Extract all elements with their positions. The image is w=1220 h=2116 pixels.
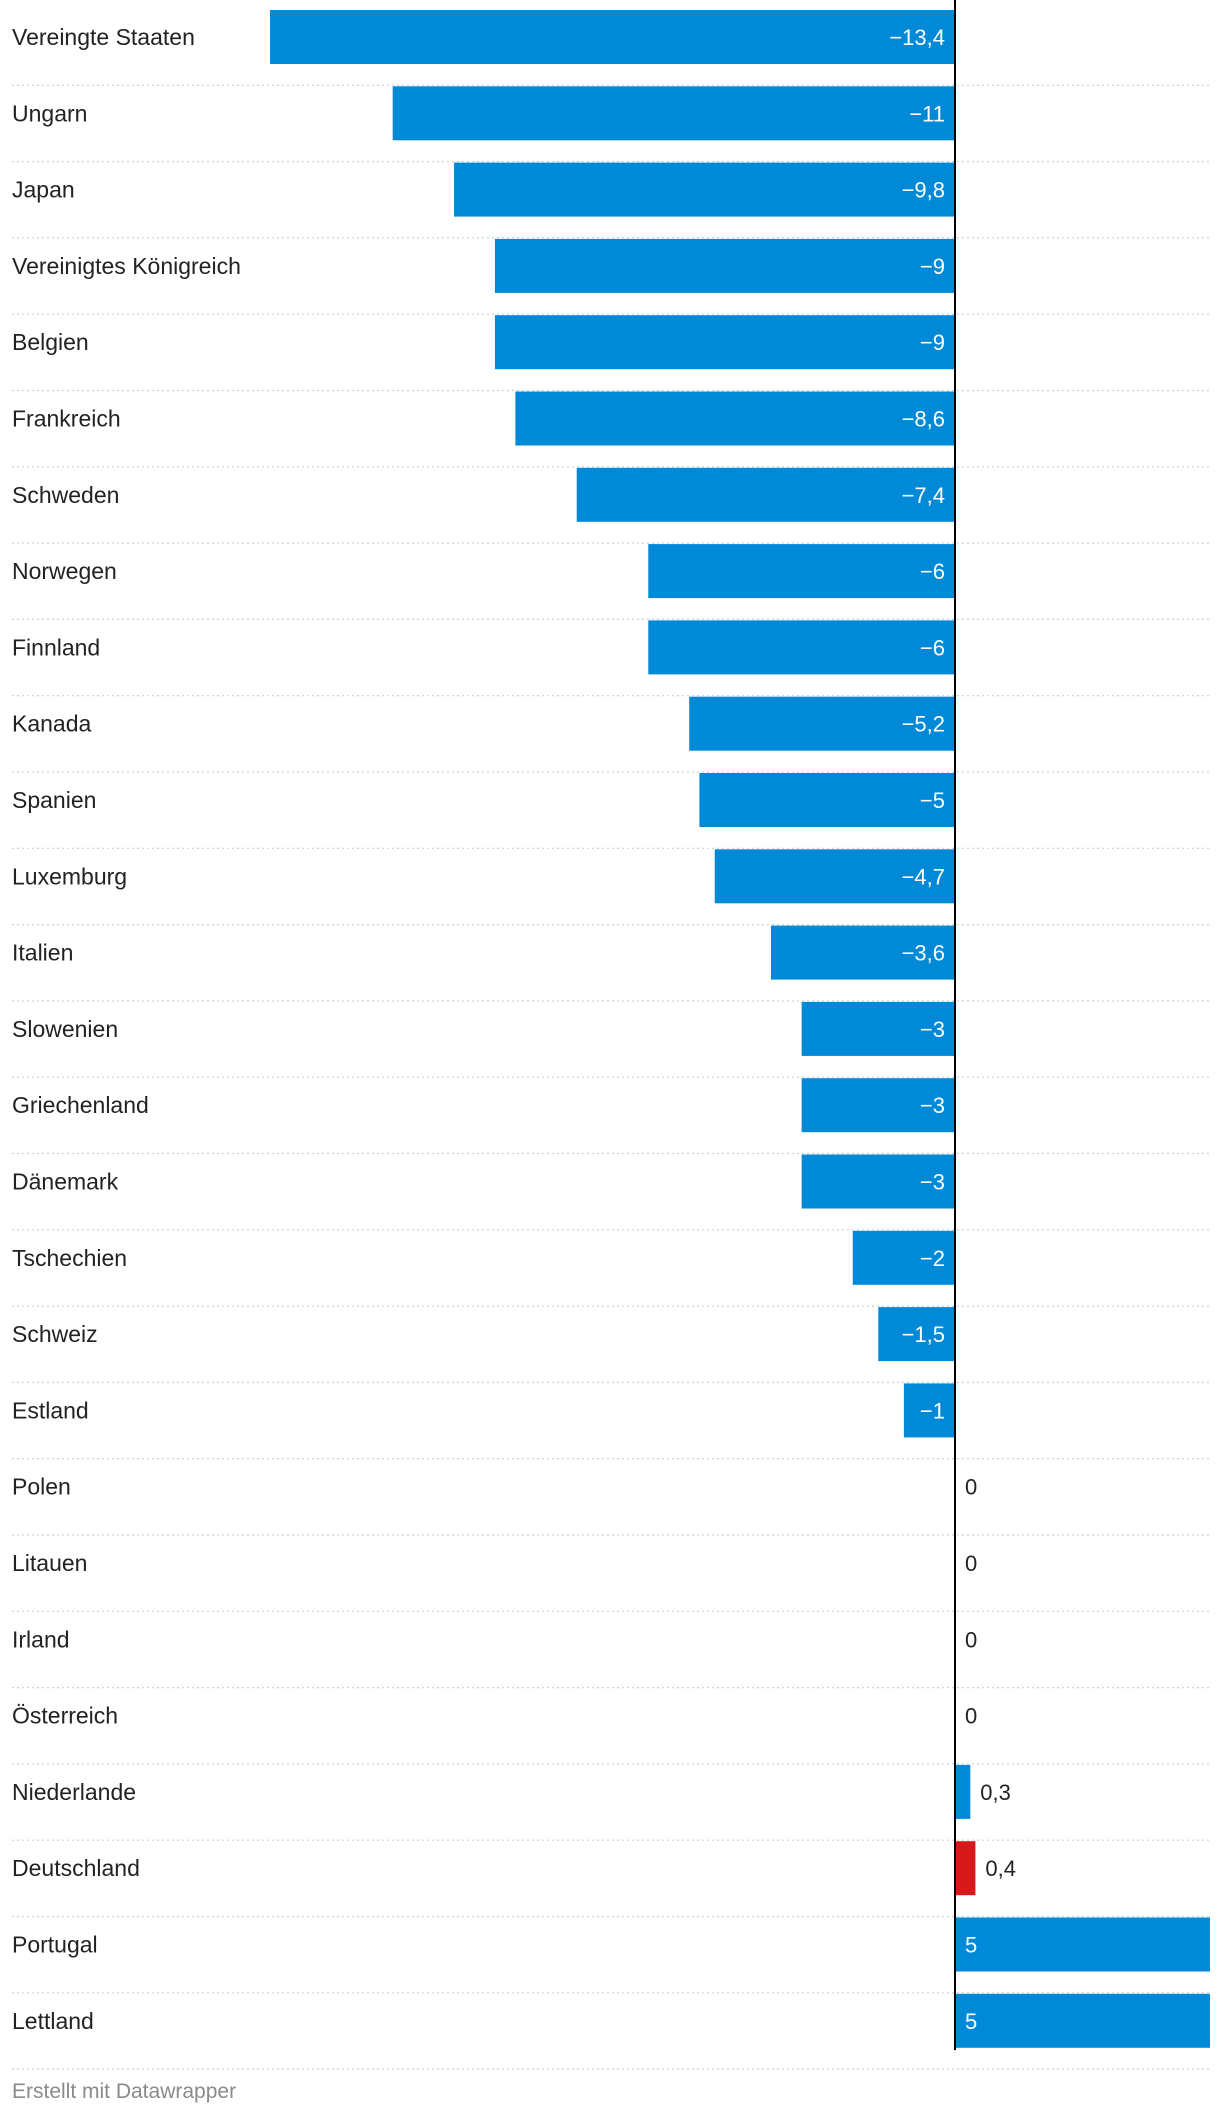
bar [878, 1307, 955, 1362]
category-label: Irland [12, 1626, 70, 1652]
value-label: −4,7 [902, 864, 945, 889]
value-label: −2 [920, 1246, 945, 1271]
bar [648, 544, 955, 599]
value-label: 0 [965, 1475, 977, 1500]
bar [801, 1078, 955, 1133]
bar [576, 467, 955, 522]
category-label: Schweiz [12, 1321, 98, 1347]
value-label: −13,4 [889, 25, 945, 50]
value-label: 0 [965, 1551, 977, 1576]
bar [955, 1993, 1210, 2048]
category-label: Japan [12, 177, 75, 203]
category-label: Polen [12, 1474, 71, 1500]
category-label: Vereingte Staaten [12, 24, 195, 50]
value-label: −9 [920, 254, 945, 279]
value-label: −3 [920, 1017, 945, 1042]
bar [270, 10, 955, 64]
value-label: 5 [965, 1933, 977, 1958]
category-label: Italien [12, 940, 73, 966]
category-label: Griechenland [12, 1092, 149, 1118]
bar [955, 1841, 976, 1896]
category-label: Portugal [12, 1932, 98, 1958]
bar [494, 315, 955, 370]
value-label: −1,5 [902, 1322, 945, 1347]
category-label: Niederlande [12, 1779, 136, 1805]
category-label: Slowenien [12, 1016, 118, 1042]
value-label: −5,2 [902, 712, 945, 737]
category-label: Tschechien [12, 1245, 127, 1271]
value-label: 0,4 [985, 1856, 1016, 1881]
value-label: −7,4 [902, 483, 945, 508]
bar [955, 1764, 971, 1819]
bar [955, 1917, 1210, 1972]
category-label: Österreich [12, 1703, 118, 1729]
bar [515, 391, 955, 446]
value-label: 0,3 [980, 1780, 1011, 1805]
bar [801, 1154, 955, 1209]
category-label: Schweden [12, 482, 119, 508]
category-label: Luxemburg [12, 863, 127, 889]
bar [392, 86, 956, 141]
category-label: Ungarn [12, 100, 87, 126]
category-label: Belgien [12, 329, 89, 355]
value-label: −9 [920, 330, 945, 355]
category-label: Lettland [12, 2008, 94, 2034]
value-label: 5 [965, 2009, 977, 2034]
value-label: −5 [920, 788, 945, 813]
bar [699, 773, 955, 827]
bar [454, 162, 955, 217]
category-label: Norwegen [12, 558, 117, 584]
bar [801, 1001, 955, 1056]
category-label: Dänemark [12, 1169, 119, 1195]
footer-credit: Erstellt mit Datawrapper [12, 2080, 237, 2103]
category-label: Finnland [12, 634, 100, 660]
category-label: Kanada [12, 711, 92, 737]
value-label: −11 [909, 101, 945, 126]
bar [689, 696, 955, 751]
bar [494, 238, 955, 293]
value-label: 0 [965, 1704, 977, 1729]
value-label: −3 [920, 1093, 945, 1118]
value-label: −6 [920, 635, 945, 660]
value-label: −6 [920, 559, 945, 584]
category-label: Vereinigtes Königreich [12, 253, 241, 279]
bar-chart: Vereingte Staaten −13,4 Ungarn −11 Japan −9,8… [12, 0, 1210, 2070]
category-label: Frankreich [12, 406, 121, 432]
value-label: −1 [920, 1398, 945, 1423]
bar [852, 1230, 955, 1285]
value-label: 0 [965, 1627, 977, 1652]
bar [714, 849, 955, 904]
value-label: −3 [920, 1170, 945, 1195]
bar [903, 1383, 955, 1438]
bar [770, 925, 955, 980]
category-label: Deutschland [12, 1855, 140, 1881]
category-label: Litauen [12, 1550, 87, 1576]
category-label: Spanien [12, 787, 96, 813]
value-label: −3,6 [902, 941, 945, 966]
bar [648, 620, 955, 675]
value-label: −8,6 [902, 407, 945, 432]
category-label: Estland [12, 1397, 89, 1423]
value-label: −9,8 [902, 178, 945, 203]
